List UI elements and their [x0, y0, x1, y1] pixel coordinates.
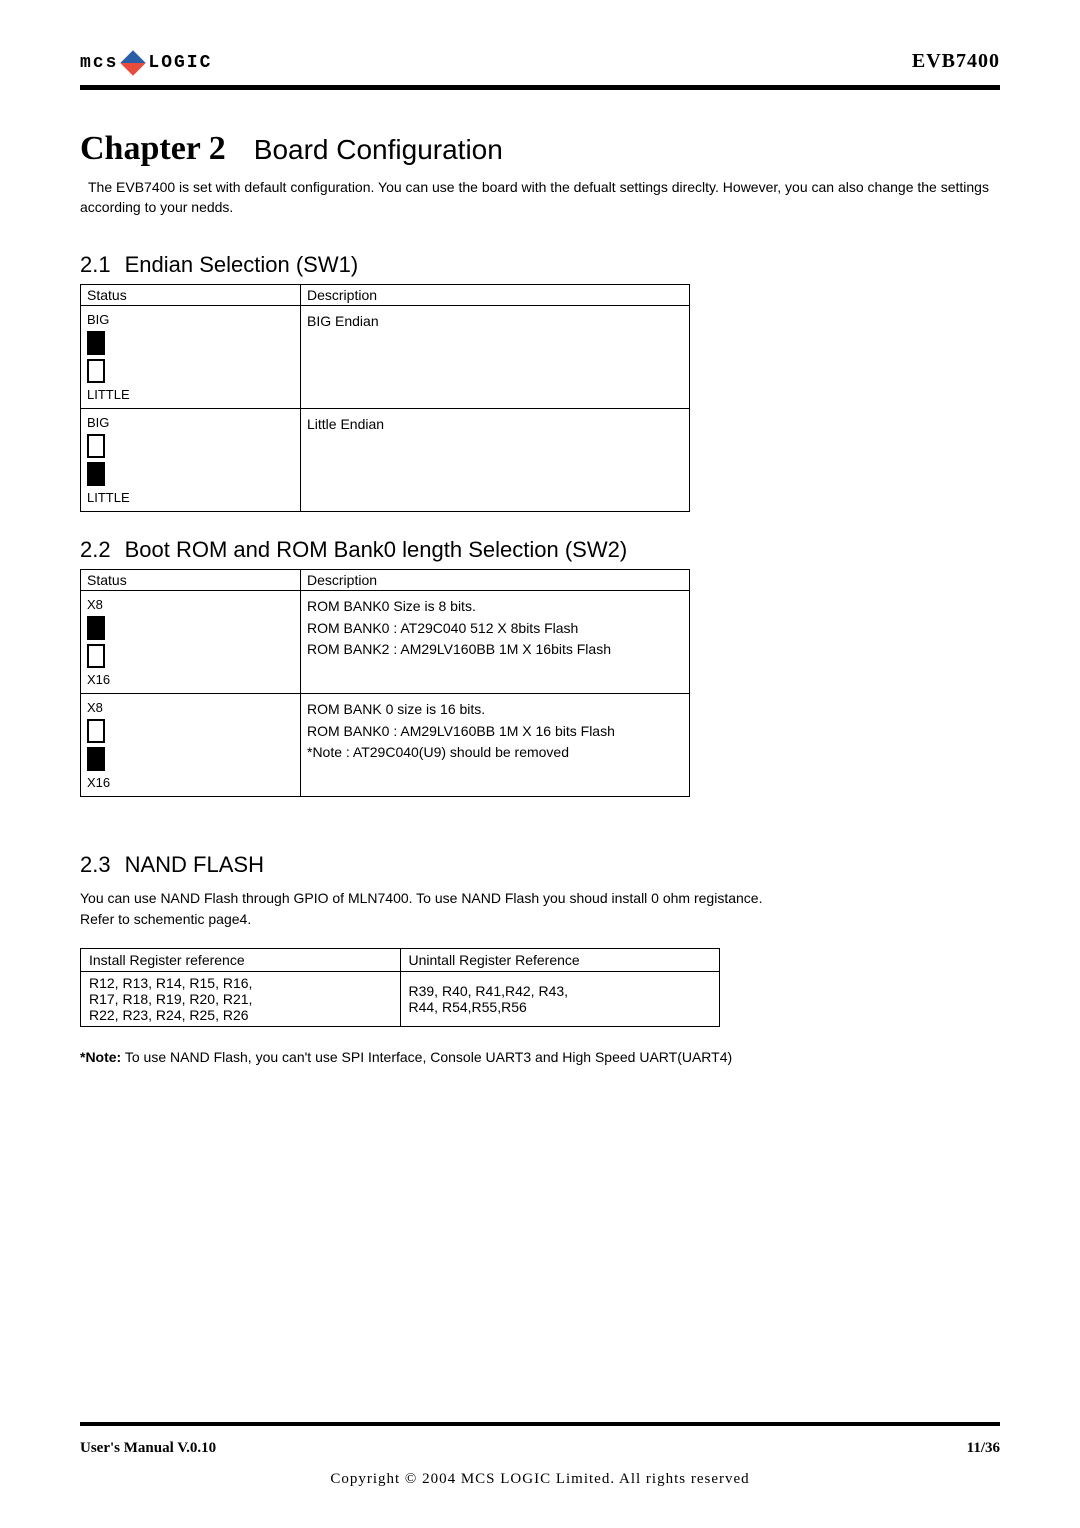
brand-logo: mcs LOGIC: [80, 53, 212, 73]
table-row: R12, R13, R14, R15, R16, R17, R18, R19, …: [81, 972, 720, 1027]
switch-label-top: X8: [87, 700, 294, 715]
logo-right-text: LOGIC: [148, 53, 212, 73]
chapter-intro: The EVB7400 is set with default configur…: [80, 178, 1000, 217]
col-status: Status: [81, 285, 301, 306]
col-description: Description: [301, 285, 690, 306]
chapter-title: Board Configuration: [254, 134, 503, 166]
section-2-3-title: NAND FLASH: [125, 852, 264, 877]
col-description: Description: [301, 570, 690, 591]
footer-rule: [80, 1422, 1000, 1426]
desc-line: ROM BANK2 : AM29LV160BB 1M X 16bits Flas…: [307, 640, 683, 660]
switch-bot-icon: [87, 747, 105, 771]
switch-label-top: BIG: [87, 415, 294, 430]
switch-label-bot: LITTLE: [87, 490, 294, 505]
col-uninstall: Unintall Register Reference: [400, 949, 720, 972]
nand-body-1: You can use NAND Flash through GPIO of M…: [80, 888, 1000, 909]
table-row: BIG LITTLE BIG Endian: [81, 306, 690, 409]
note-text: To use NAND Flash, you can't use SPI Int…: [121, 1049, 732, 1065]
nand-note: *Note: To use NAND Flash, you can't use …: [80, 1049, 1000, 1065]
desc-line: BIG Endian: [307, 312, 683, 332]
switch-label-bot: X16: [87, 672, 294, 687]
desc-line: *Note : AT29C040(U9) should be removed: [307, 743, 683, 763]
switch-label-bot: LITTLE: [87, 387, 294, 402]
table-row: X8 X16 ROM BANK0 Size is 8 bits. ROM BAN…: [81, 591, 690, 694]
logo-left-text: mcs: [80, 53, 118, 73]
table-register-reference: Install Register reference Unintall Regi…: [80, 948, 720, 1027]
section-2-1-number: 2.1: [80, 252, 111, 277]
section-2-2-number: 2.2: [80, 537, 111, 562]
note-label: *Note:: [80, 1049, 121, 1065]
logo-diamond-icon: [121, 50, 146, 75]
install-line: R17, R18, R19, R20, R21,: [89, 991, 392, 1007]
nand-body-2: Refer to schementic page4.: [80, 909, 1000, 930]
switch-bot-icon: [87, 644, 105, 668]
desc-line: ROM BANK 0 size is 16 bits.: [307, 700, 683, 720]
table-row: BIG LITTLE Little Endian: [81, 409, 690, 512]
uninstall-line: R44, R54,R55,R56: [409, 999, 712, 1015]
install-line: R22, R23, R24, R25, R26: [89, 1007, 392, 1023]
section-2-3-number: 2.3: [80, 852, 111, 877]
switch-label-bot: X16: [87, 775, 294, 790]
col-install: Install Register reference: [81, 949, 401, 972]
section-2-1-title: Endian Selection (SW1): [125, 252, 359, 277]
header-rule: [80, 85, 1000, 90]
install-line: R12, R13, R14, R15, R16,: [89, 975, 392, 991]
col-status: Status: [81, 570, 301, 591]
footer-page: 11/36: [967, 1440, 1000, 1457]
desc-line: ROM BANK0 Size is 8 bits.: [307, 597, 683, 617]
switch-label-top: BIG: [87, 312, 294, 327]
section-2-2-title: Boot ROM and ROM Bank0 length Selection …: [125, 537, 628, 562]
switch-top-icon: [87, 616, 105, 640]
switch-top-icon: [87, 331, 105, 355]
table-boot-rom: Status Description X8 X16 ROM BANK0 Size…: [80, 569, 690, 797]
section-2-1-heading: 2.1 Endian Selection (SW1): [80, 252, 1000, 278]
switch-top-icon: [87, 434, 105, 458]
switch-bot-icon: [87, 359, 105, 383]
desc-line: ROM BANK0 : AM29LV160BB 1M X 16 bits Fla…: [307, 722, 683, 742]
section-2-2-heading: 2.2 Boot ROM and ROM Bank0 length Selecti…: [80, 537, 1000, 563]
uninstall-line: R39, R40, R41,R42, R43,: [409, 983, 712, 999]
table-row: X8 X16 ROM BANK 0 size is 16 bits. ROM B…: [81, 694, 690, 797]
chapter-label: Chapter 2: [80, 130, 226, 168]
product-code: EVB7400: [912, 50, 1000, 73]
switch-bot-icon: [87, 462, 105, 486]
switch-label-top: X8: [87, 597, 294, 612]
switch-top-icon: [87, 719, 105, 743]
table-endian-selection: Status Description BIG LITTLE BIG Endian…: [80, 284, 690, 512]
footer-manual: User's Manual V.0.10: [80, 1440, 216, 1457]
desc-line: ROM BANK0 : AT29C040 512 X 8bits Flash: [307, 619, 683, 639]
section-2-3-heading: 2.3 NAND FLASH: [80, 852, 1000, 878]
footer-copyright: Copyright © 2004 MCS LOGIC Limited. All …: [80, 1471, 1000, 1488]
desc-line: Little Endian: [307, 415, 683, 435]
